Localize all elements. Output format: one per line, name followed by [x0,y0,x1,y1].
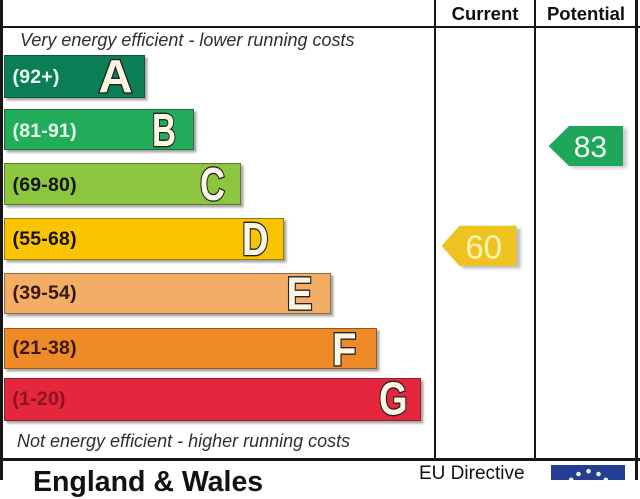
svg-text:60: 60 [465,229,502,266]
svg-text:E: E [287,268,313,320]
svg-text:A: A [99,50,133,102]
svg-text:C: C [200,158,225,210]
svg-text:D: D [242,213,269,265]
svg-text:83: 83 [574,131,607,164]
svg-text:G: G [379,373,408,425]
svg-text:B: B [152,104,176,156]
svg-text:F: F [332,323,357,375]
